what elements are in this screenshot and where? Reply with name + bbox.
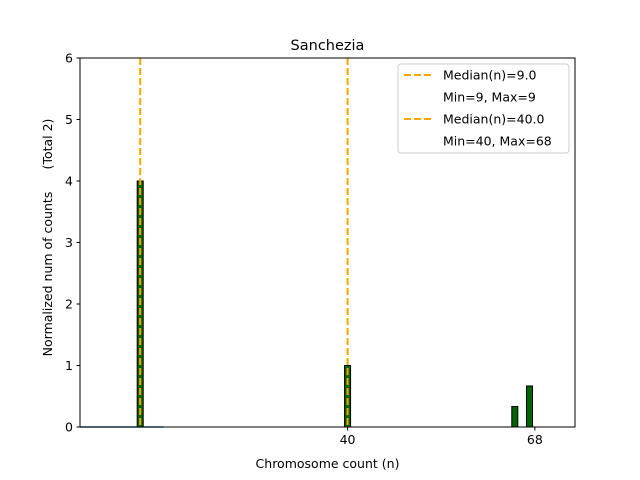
x-axis-label: Chromosome count (n): [256, 456, 400, 471]
legend-range-label-2: Min=40, Max=68: [443, 134, 552, 149]
y-tick-label: 5: [65, 112, 73, 127]
y-tick-label: 0: [65, 420, 73, 435]
y-tick-label: 2: [65, 297, 73, 312]
x-tick-label: 68: [527, 432, 543, 447]
y-tick-label: 1: [65, 358, 73, 373]
legend: Median(n)=9.0 Min=9, Max=9 Median(n)=40.…: [397, 63, 570, 154]
y-tick-label: 3: [65, 235, 73, 250]
legend-box: [397, 63, 570, 154]
legend-median-label-1: Median(n)=9.0: [443, 68, 537, 83]
y-axis-ticks: 0 1 2 3 4 5 6: [65, 51, 80, 435]
y-tick-label: 4: [65, 174, 73, 189]
legend-range-label-1: Min=9, Max=9: [443, 90, 536, 105]
chart-title: Sanchezia: [291, 38, 365, 54]
y-tick-label: 6: [65, 51, 73, 66]
x-tick-label: 40: [340, 432, 356, 447]
plot-area: [80, 58, 534, 428]
y-axis-total-label: (Total 2): [40, 119, 55, 170]
bar-4: [526, 385, 534, 428]
bar-3: [511, 406, 519, 428]
x-axis-ticks: 40 68: [340, 427, 543, 447]
y-axis-label: Normalized num of counts: [40, 192, 55, 357]
legend-median-label-2: Median(n)=40.0: [443, 112, 544, 127]
